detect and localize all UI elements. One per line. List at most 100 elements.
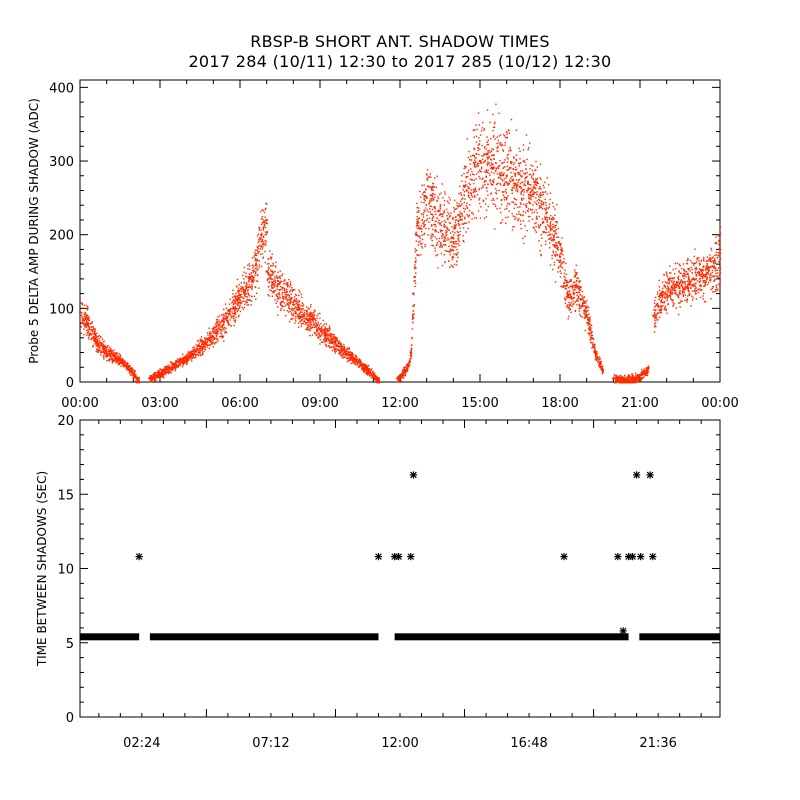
amp-dot: [98, 344, 100, 347]
amp-dot: [182, 363, 184, 365]
amp-dot: [182, 364, 184, 366]
amp-dot: [327, 335, 330, 337]
amp-dot: [257, 247, 260, 250]
amp-dot: [350, 355, 352, 358]
amp-dot: [443, 220, 446, 222]
amp-dot: [159, 369, 161, 371]
amp-dot: [409, 364, 411, 366]
amp-dot: [429, 199, 431, 202]
amp-dot: [471, 218, 473, 220]
amp-dot: [507, 195, 509, 197]
amp-dot: [552, 202, 554, 204]
amp-dot: [320, 331, 322, 333]
amp-dot: [435, 225, 437, 228]
amp-dot: [418, 254, 420, 257]
amp-dot: [301, 296, 303, 299]
amp-dot: [288, 305, 290, 307]
amp-dot: [378, 381, 380, 383]
amp-dot: [100, 336, 102, 338]
amp-dot: [482, 177, 484, 180]
amp-dot: [343, 354, 345, 356]
amp-dot: [234, 314, 236, 316]
amp-dot: [271, 265, 273, 267]
amp-dot: [324, 338, 326, 340]
amp-dot: [324, 329, 326, 331]
amp-dot: [254, 257, 257, 260]
amp-dot: [503, 178, 505, 180]
amp-dot: [274, 281, 277, 283]
amp-dot: [115, 361, 117, 363]
amp-dot: [292, 309, 294, 312]
amp-dot: [344, 349, 346, 352]
amp-dot: [449, 222, 451, 225]
amp-dot: [135, 374, 137, 376]
amp-dot: [503, 183, 505, 186]
amp-dot: [253, 276, 255, 278]
amp-dot: [434, 207, 436, 210]
amp-dot: [462, 227, 465, 229]
amp-dot: [214, 326, 216, 329]
amp-dot: [413, 304, 415, 307]
amp-dot: [566, 290, 569, 293]
amp-dot: [499, 160, 501, 162]
amp-dot: [513, 207, 516, 210]
amp-dot: [222, 335, 225, 337]
amp-dot: [592, 342, 594, 344]
amp-dot: [410, 351, 413, 354]
amp-dot: [219, 332, 222, 334]
amp-dot: [588, 306, 590, 309]
amp-dot: [221, 314, 223, 316]
amp-dot: [312, 321, 314, 323]
amp-dot: [282, 295, 284, 297]
amp-dot: [249, 273, 251, 276]
amp-dot: [402, 373, 405, 375]
amp-dot: [447, 228, 449, 230]
amp-dot: [481, 178, 483, 180]
amp-dot: [584, 315, 586, 317]
amp-dot: [535, 197, 537, 199]
amp-dot: [496, 173, 499, 175]
amp-dot: [333, 334, 335, 336]
amp-dot: [473, 217, 476, 219]
amp-dot: [309, 334, 311, 337]
amp-dot: [423, 212, 425, 214]
amp-dot: [583, 312, 585, 314]
amp-dot: [329, 328, 331, 330]
amp-dot: [538, 207, 540, 209]
amp-dot: [264, 220, 266, 222]
amp-dot: [235, 309, 237, 311]
amp-dot: [577, 292, 579, 294]
amp-dot: [480, 160, 482, 162]
amp-dot: [530, 189, 533, 191]
amp-dot: [519, 202, 522, 204]
amp-dot: [192, 352, 194, 355]
amp-dot: [246, 299, 248, 302]
amp-dot: [149, 374, 151, 377]
amp-dot: [241, 300, 243, 303]
amp-dot: [449, 215, 451, 217]
amp-dot: [236, 298, 238, 301]
amp-dot: [132, 374, 134, 377]
amp-dot: [502, 179, 504, 182]
amp-dot: [365, 366, 367, 368]
amp-dot: [597, 357, 600, 359]
amp-dot: [222, 326, 224, 329]
amp-dot: [482, 200, 484, 202]
amp-dot: [436, 243, 438, 246]
x-tick-label: 21:00: [621, 396, 658, 411]
amp-dot: [287, 286, 289, 288]
amp-dot: [569, 293, 572, 295]
amp-dot: [450, 232, 452, 234]
amp-dot: [202, 352, 204, 354]
amp-dot: [90, 322, 93, 325]
amp-dot: [472, 154, 474, 157]
amp-dot: [196, 353, 199, 355]
amp-dot: [185, 363, 188, 366]
amp-dot: [422, 193, 424, 196]
amp-dot: [283, 291, 285, 294]
amp-dot: [536, 212, 538, 214]
amp-dot: [464, 185, 466, 187]
amp-dot: [236, 278, 239, 281]
amp-dot: [273, 290, 276, 292]
amp-dot: [301, 319, 303, 321]
